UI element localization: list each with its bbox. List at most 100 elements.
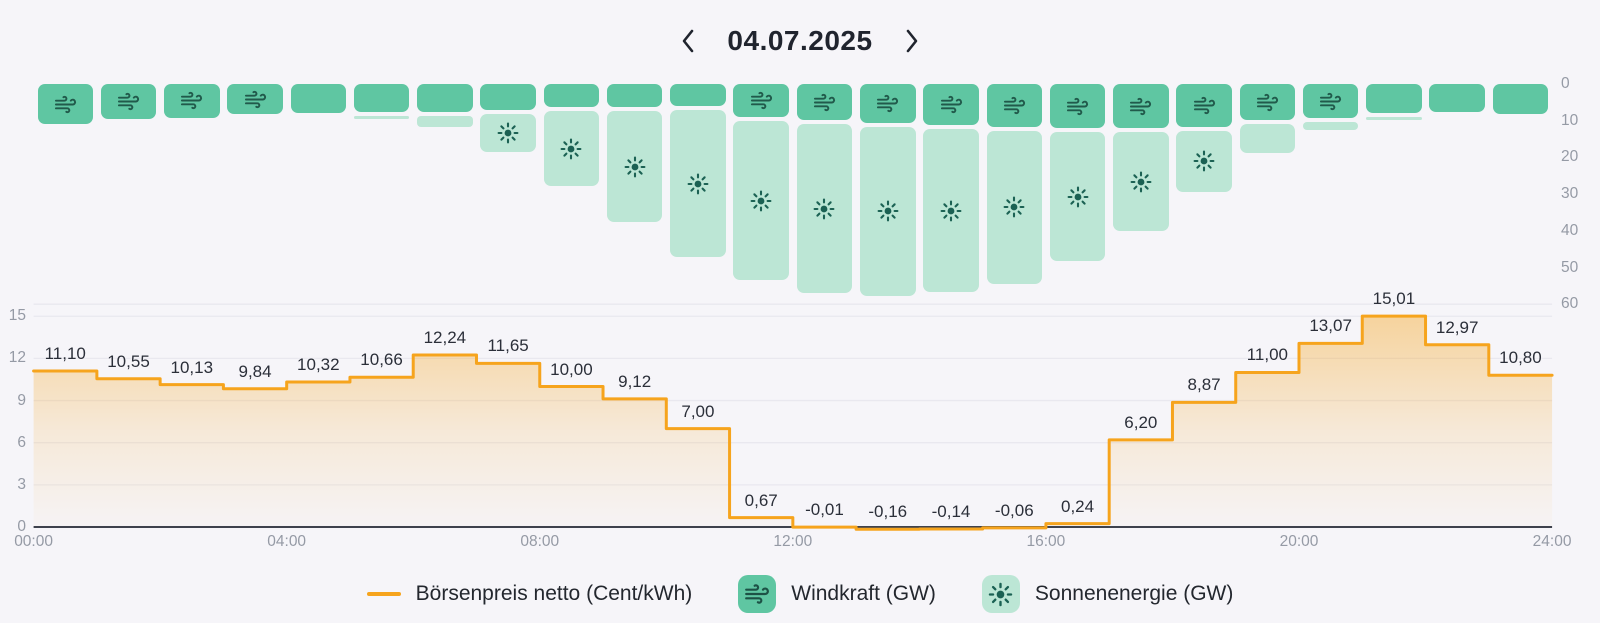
- wind-bar-hour-11[interactable]: [733, 84, 789, 118]
- legend: Börsenpreis netto (Cent/kWh) Windkraft (…: [0, 575, 1600, 613]
- time-tick-label: 24:00: [1532, 533, 1572, 550]
- price-line-swatch: [366, 592, 401, 596]
- solar-bar-hour-8[interactable]: [543, 111, 600, 187]
- gw-tick-label: 50: [1561, 258, 1579, 276]
- price-label-hour-11: 0,67: [744, 490, 778, 510]
- price-label-hour-0: 11,10: [44, 344, 86, 364]
- price-label-hour-17: 6,20: [1124, 412, 1158, 432]
- wind-bar-hour-10[interactable]: [670, 84, 726, 107]
- legend-label-price: Börsenpreis netto (Cent/kWh): [415, 582, 693, 605]
- price-label-hour-10: 7,00: [681, 401, 715, 421]
- time-tick-label: 08:00: [520, 533, 560, 550]
- wind-bar-hour-9[interactable]: [606, 84, 663, 108]
- chevron-left-icon: [683, 29, 694, 53]
- wind-bar-hour-12[interactable]: [796, 84, 853, 121]
- solar-bar-hour-9[interactable]: [606, 111, 663, 222]
- wind-bar-hour-22[interactable]: [1429, 84, 1485, 113]
- price-label-hour-20: 13,07: [1309, 316, 1352, 336]
- price-label-hour-23: 10,80: [1499, 348, 1542, 368]
- price-tick-label: 12: [8, 349, 26, 367]
- price-tick-label: 3: [17, 475, 26, 493]
- wind-bar-hour-0[interactable]: [37, 84, 93, 125]
- wind-bar-hour-17[interactable]: [1113, 84, 1169, 129]
- solar-bar-hour-21[interactable]: [1366, 117, 1422, 121]
- solar-bar-hour-6[interactable]: [417, 116, 473, 127]
- price-tick-label: 9: [17, 391, 26, 409]
- price-label-hour-9: 9,12: [618, 371, 652, 391]
- wind-bar-hour-1[interactable]: [100, 84, 157, 120]
- price-label-hour-8: 10,00: [550, 359, 593, 379]
- solar-bar-hour-11[interactable]: [733, 121, 789, 280]
- price-label-hour-1: 10,55: [107, 351, 150, 371]
- gw-tick-label: 40: [1561, 221, 1579, 239]
- bottom-strip: [0, 623, 1600, 630]
- time-tick-label: 12:00: [773, 533, 813, 550]
- solar-bar-hour-19[interactable]: [1239, 124, 1296, 154]
- wind-bar-hour-4[interactable]: [290, 84, 347, 114]
- wind-bar-hour-19[interactable]: [1239, 84, 1296, 121]
- price-label-hour-16: 0,24: [1061, 496, 1095, 516]
- gw-tick-label: 20: [1561, 148, 1579, 166]
- price-tick-label: 0: [17, 518, 26, 535]
- price-label-hour-14: -0,14: [931, 501, 971, 521]
- time-tick-label: 00:00: [14, 533, 53, 550]
- price-label-hour-15: -0,06: [994, 500, 1034, 520]
- price-label-hour-13: -0,16: [868, 502, 908, 522]
- wind-bar-hour-8[interactable]: [543, 84, 600, 108]
- time-tick-label: 16:00: [1026, 533, 1066, 550]
- solar-bar-hour-20[interactable]: [1302, 122, 1359, 131]
- time-tick-label: 04:00: [267, 533, 307, 550]
- price-label-hour-19: 11,00: [1246, 345, 1288, 365]
- chevron-right-icon: [906, 29, 917, 53]
- price-label-hour-2: 10,13: [170, 357, 214, 377]
- price-label-hour-7: 11,65: [487, 336, 529, 356]
- wind-bar-hour-5[interactable]: [353, 84, 410, 113]
- next-day-button[interactable]: [899, 24, 925, 58]
- gw-tick-label: 10: [1561, 111, 1579, 129]
- wind-bar-hour-20[interactable]: [1302, 84, 1359, 119]
- wind-bar-hour-14[interactable]: [923, 84, 979, 126]
- price-label-hour-22: 12,97: [1435, 317, 1479, 337]
- legend-item-solar[interactable]: Sonnenenergie (GW): [981, 575, 1234, 613]
- sun-icon: [981, 575, 1020, 613]
- wind-bar-hour-3[interactable]: [227, 84, 283, 115]
- wind-bar-hour-18[interactable]: [1176, 84, 1232, 128]
- price-step-line: [32, 314, 1554, 531]
- date-navigation: 04.07.2025: [0, 20, 1600, 62]
- wind-bar-hour-23[interactable]: [1492, 84, 1549, 115]
- price-tick-label: 6: [17, 433, 26, 451]
- wind-bar-hour-15[interactable]: [986, 84, 1043, 127]
- wind-bar-hour-13[interactable]: [860, 84, 916, 123]
- previous-day-button[interactable]: [675, 24, 701, 58]
- legend-item-wind[interactable]: Windkraft (GW): [738, 575, 936, 613]
- wind-bar-hour-21[interactable]: [1366, 84, 1422, 114]
- price-label-hour-18: 8,87: [1187, 375, 1221, 395]
- solar-bar-hour-18[interactable]: [1176, 131, 1232, 192]
- solar-bar-hour-14[interactable]: [923, 129, 979, 293]
- solar-bar-hour-12[interactable]: [796, 124, 853, 293]
- wind-bar-hour-2[interactable]: [164, 84, 220, 118]
- price-label-hour-5: 10,66: [360, 350, 403, 370]
- solar-bar-hour-15[interactable]: [986, 130, 1043, 285]
- solar-bar-hour-17[interactable]: [1113, 132, 1169, 231]
- price-label-hour-6: 12,24: [423, 328, 467, 348]
- legend-label-solar: Sonnenenergie (GW): [1034, 582, 1234, 605]
- solar-bar-hour-16[interactable]: [1049, 132, 1106, 262]
- current-date: 04.07.2025: [727, 25, 873, 56]
- wind-bar-hour-16[interactable]: [1049, 84, 1106, 129]
- wind-bar-hour-7[interactable]: [480, 84, 536, 111]
- time-tick-label: 20:00: [1279, 533, 1319, 550]
- solar-bar-hour-10[interactable]: [670, 110, 726, 257]
- solar-bar-hour-7[interactable]: [480, 114, 536, 152]
- legend-label-wind: Windkraft (GW): [791, 582, 936, 605]
- price-tick-label: 15: [8, 307, 26, 325]
- wind-bar-hour-6[interactable]: [417, 84, 473, 113]
- price-label-hour-4: 10,32: [297, 355, 340, 374]
- wind-icon: [738, 575, 777, 613]
- legend-item-price[interactable]: Börsenpreis netto (Cent/kWh): [366, 582, 693, 606]
- gw-tick-label: 30: [1561, 185, 1579, 203]
- price-label-hour-3: 9,84: [238, 361, 272, 381]
- solar-bar-hour-13[interactable]: [860, 126, 916, 296]
- solar-bar-hour-5[interactable]: [353, 116, 410, 120]
